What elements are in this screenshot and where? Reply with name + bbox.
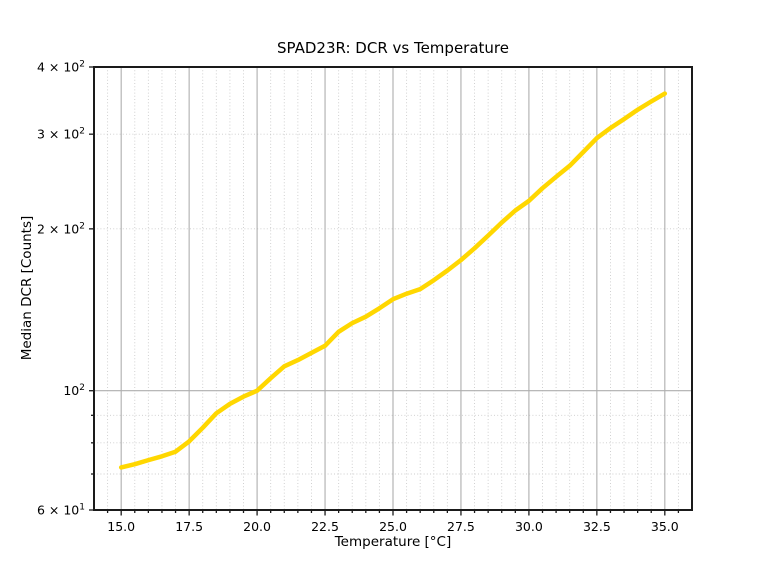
dcr-temperature-curve [118, 91, 668, 470]
x-tick-label: 30.0 [515, 519, 543, 534]
x-tick-labels: 15.0 17.5 20.0 22.5 25.0 27.5 30.0 32.5 35.0 [107, 519, 679, 534]
x-tick-label: 25.0 [379, 519, 407, 534]
y-axis-label: Median DCR [Counts] [19, 215, 35, 361]
x-tick-label: 15.0 [107, 519, 135, 534]
y-tick-label: 6 × 101 [37, 503, 85, 518]
chart-title: SPAD23R: DCR vs Temperature [277, 39, 509, 57]
y-tick-label: 2 × 102 [37, 221, 85, 236]
x-tick-label: 17.5 [175, 519, 203, 534]
y-tick-label: 102 [63, 383, 85, 398]
x-tick-label: 27.5 [447, 519, 475, 534]
y-tick-labels: 4 × 102 3 × 102 2 × 102 102 6 × 101 [37, 60, 85, 518]
tick-marks [89, 66, 680, 516]
major-gridlines [94, 67, 692, 510]
y-tick-label: 4 × 102 [37, 60, 85, 75]
x-tick-label: 32.5 [583, 519, 611, 534]
x-tick-label: 20.0 [243, 519, 271, 534]
x-tick-label: 22.5 [311, 519, 339, 534]
x-axis-label: Temperature [°C] [334, 534, 452, 550]
x-tick-label: 35.0 [651, 519, 679, 534]
y-tick-label: 3 × 102 [37, 127, 85, 142]
